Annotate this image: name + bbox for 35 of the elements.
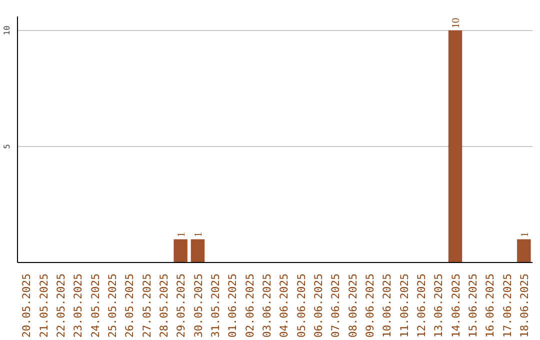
- x-tick-label: 17.06.2025: [500, 274, 514, 338]
- x-tick-label: 29.05.2025: [174, 274, 188, 338]
- x-tick-label: 14.06.2025: [449, 274, 462, 338]
- x-tick-label: 27.05.2025: [140, 274, 154, 338]
- x-tick-label: 13.06.2025: [432, 274, 446, 338]
- x-tick-label: 01.06.2025: [226, 274, 240, 338]
- x-tick-label: 20.05.2025: [20, 274, 34, 338]
- x-tick-label: 05.06.2025: [294, 274, 308, 338]
- data-label: 1: [176, 232, 188, 238]
- x-tick-label: 21.05.2025: [37, 274, 50, 338]
- x-tick-label: 23.05.2025: [72, 274, 85, 338]
- x-tick-label: 12.06.2025: [414, 274, 428, 338]
- x-tick-label: 30.05.2025: [192, 274, 205, 338]
- x-tick-label: 28.05.2025: [157, 274, 170, 338]
- data-label: 1: [520, 232, 531, 238]
- x-tick-label: 22.05.2025: [54, 274, 68, 338]
- x-tick-label: 18.06.2025: [518, 274, 531, 338]
- x-tick-label: 10.06.2025: [380, 274, 394, 338]
- x-tick-label: 15.06.2025: [466, 274, 480, 338]
- x-tick-label: 26.05.2025: [123, 274, 136, 338]
- data-label: 1: [194, 232, 205, 238]
- x-tick-label: 04.06.2025: [278, 274, 291, 338]
- x-tick-label: 25.05.2025: [106, 274, 119, 338]
- x-tick-label: 02.06.2025: [243, 274, 256, 338]
- x-tick-label: 09.06.2025: [363, 274, 376, 338]
- x-tick-label: 08.06.2025: [346, 274, 360, 338]
- y-tick-label: 5: [2, 144, 12, 149]
- x-tick-label: 03.06.2025: [260, 274, 274, 338]
- x-tick-label: 07.06.2025: [329, 274, 342, 338]
- x-tick-label: 06.06.2025: [312, 274, 325, 338]
- x-tick-label: 24.05.2025: [88, 274, 102, 338]
- x-tick-label: 16.06.2025: [484, 274, 497, 338]
- data-label: 10: [451, 18, 462, 28]
- x-tick-label: 31.05.2025: [208, 274, 222, 338]
- x-tick-label: 11.06.2025: [398, 274, 411, 338]
